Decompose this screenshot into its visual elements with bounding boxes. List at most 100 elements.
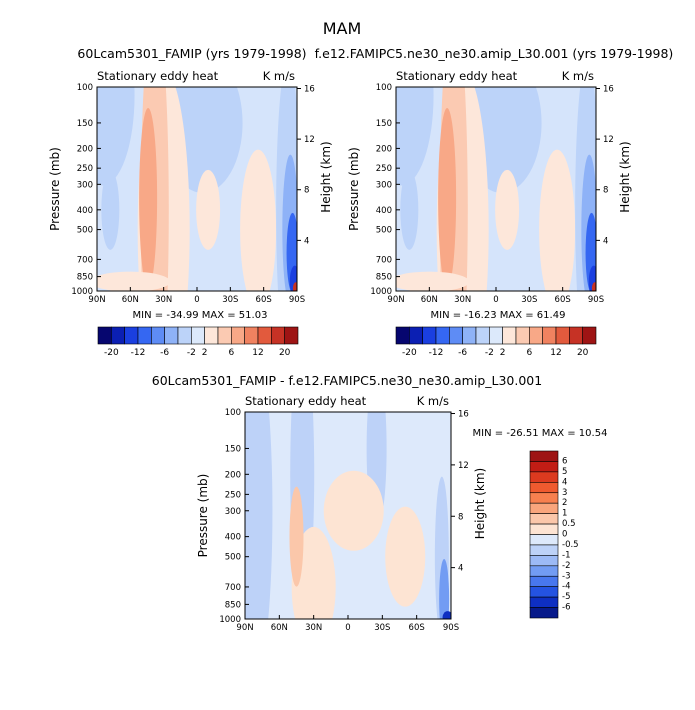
colorbar-label: 20 [279, 348, 291, 358]
colorbar-swatch [555, 326, 570, 345]
y-tick-label: 850 [77, 273, 93, 283]
x-tick-label: 90N [236, 623, 253, 633]
contour-dark-red [591, 282, 596, 291]
colorbar-label: 12 [550, 348, 561, 358]
x-tick-label: 90N [88, 295, 105, 305]
colorbar-label: 12 [252, 348, 263, 358]
y-tick-label: 200 [376, 144, 392, 154]
contour-field [245, 412, 451, 619]
colorbar-swatch [257, 326, 272, 345]
contour-light-red [196, 169, 221, 250]
colorbar-swatch [529, 523, 559, 535]
y2-tick-label: 12 [603, 135, 614, 145]
y-tick-label: 400 [77, 206, 93, 216]
y2-tick-label: 8 [458, 512, 463, 522]
colorbar-swatch [244, 326, 259, 345]
y-tick-label: 150 [77, 119, 93, 129]
left-string: Stationary eddy heat [97, 69, 219, 83]
y-tick-label: 300 [77, 180, 93, 190]
x-tick-label: 30S [222, 295, 238, 305]
colorbar-label: -2 [485, 348, 494, 358]
y-tick-label: 1000 [370, 287, 392, 297]
colorbar-swatch [529, 492, 559, 504]
left-string: Stationary eddy heat [396, 69, 518, 83]
right-string: K m/s [263, 69, 295, 83]
colorbar-swatch [111, 326, 125, 345]
x-tick-label: 0 [345, 623, 350, 633]
colorbar-label: 1 [562, 509, 567, 519]
colorbar-swatch [475, 326, 490, 345]
colorbar-swatch [204, 326, 219, 345]
colorbar-swatch [542, 326, 557, 345]
y-tick-label: 400 [225, 533, 241, 543]
colorbar-swatch [284, 326, 299, 345]
colorbar-label: -4 [562, 582, 570, 592]
y2-tick-label: 12 [304, 135, 315, 145]
colorbar-swatch [529, 471, 559, 483]
contour-light-red [385, 506, 426, 607]
x-tick-label: 90N [387, 295, 404, 305]
contour-dark-blue [289, 265, 297, 291]
y-axis-label: Pressure (mb) [196, 474, 210, 558]
y-tick-label: 100 [77, 83, 93, 93]
min-max-stats: MIN = -16.23 MAX = 61.49 [431, 310, 566, 321]
colorbar-swatch [97, 326, 112, 345]
contour-blue [400, 169, 419, 250]
colorbar-swatch [529, 513, 559, 525]
y-tick-label: 100 [376, 83, 392, 93]
right-string: K m/s [562, 69, 594, 83]
x-tick-label: 60N [122, 295, 139, 305]
colorbar-label: -5 [562, 592, 570, 602]
colorbar-swatch [137, 326, 152, 345]
colorbar-swatch [462, 326, 477, 345]
colorbar-label: -2 [187, 348, 196, 358]
colorbar-label: 2 [562, 498, 567, 508]
y2-axis-label: Height (km) [618, 141, 632, 212]
colorbar-swatch [529, 607, 559, 619]
contour-field [396, 87, 596, 291]
colorbar-swatch [529, 575, 559, 587]
x-tick-label: 60S [256, 295, 272, 305]
y-tick-label: 300 [376, 180, 392, 190]
y-tick-label: 1000 [71, 287, 93, 297]
panel-1: 60Lcam5301_FAMIP (yrs 1979-1998) Stationa… [48, 46, 333, 358]
x-tick-label: 60N [421, 295, 438, 305]
colorbar-label: -3 [562, 571, 570, 581]
left-string: Stationary eddy heat [245, 394, 367, 408]
colorbar-swatch [271, 326, 285, 345]
x-tick-label: 90S [443, 623, 459, 633]
x-tick-label: 0 [493, 295, 498, 305]
x-tick-label: 30N [305, 623, 322, 633]
colorbar: -20 -12 -6 -2 2 6 12 20 [97, 326, 299, 358]
colorbar-label: 0.5 [562, 519, 576, 529]
y-tick-label: 250 [77, 164, 93, 174]
colorbar-label: -12 [429, 348, 444, 358]
colorbar-label: 2 [500, 348, 506, 358]
y-tick-label: 300 [225, 507, 241, 517]
y-tick-label: 500 [376, 226, 392, 236]
panel-title: f.e12.FAMIPC5.ne30_ne30.amip_L30.001 (yr… [315, 46, 674, 61]
colorbar-swatch [435, 326, 450, 345]
colorbar-swatch [217, 326, 232, 345]
colorbar-label: -2 [562, 561, 570, 571]
y2-tick-label: 16 [304, 84, 315, 94]
x-tick-label: 60S [555, 295, 571, 305]
min-max-stats: MIN = -26.51 MAX = 10.54 [473, 428, 608, 439]
contour-red [289, 486, 304, 587]
colorbar-swatch [582, 326, 597, 345]
colorbar-label: 0 [562, 530, 567, 540]
colorbar-swatch [151, 326, 165, 345]
y2-tick-label: 8 [603, 186, 608, 196]
panel-title: 60Lcam5301_FAMIP - f.e12.FAMIPC5.ne30_ne… [152, 373, 542, 388]
y-tick-label: 700 [225, 583, 241, 593]
contour-light-red [495, 169, 520, 250]
page-title: MAM [323, 19, 362, 38]
colorbar-swatch [124, 326, 139, 345]
colorbar-label: 6 [228, 348, 234, 358]
colorbar-swatch [529, 596, 559, 608]
x-tick-label: 90S [289, 295, 305, 305]
contour-dark-blue [588, 265, 596, 291]
y-tick-label: 1000 [219, 615, 241, 625]
y-tick-label: 200 [225, 470, 241, 480]
y-axis-label: Pressure (mb) [48, 147, 62, 231]
